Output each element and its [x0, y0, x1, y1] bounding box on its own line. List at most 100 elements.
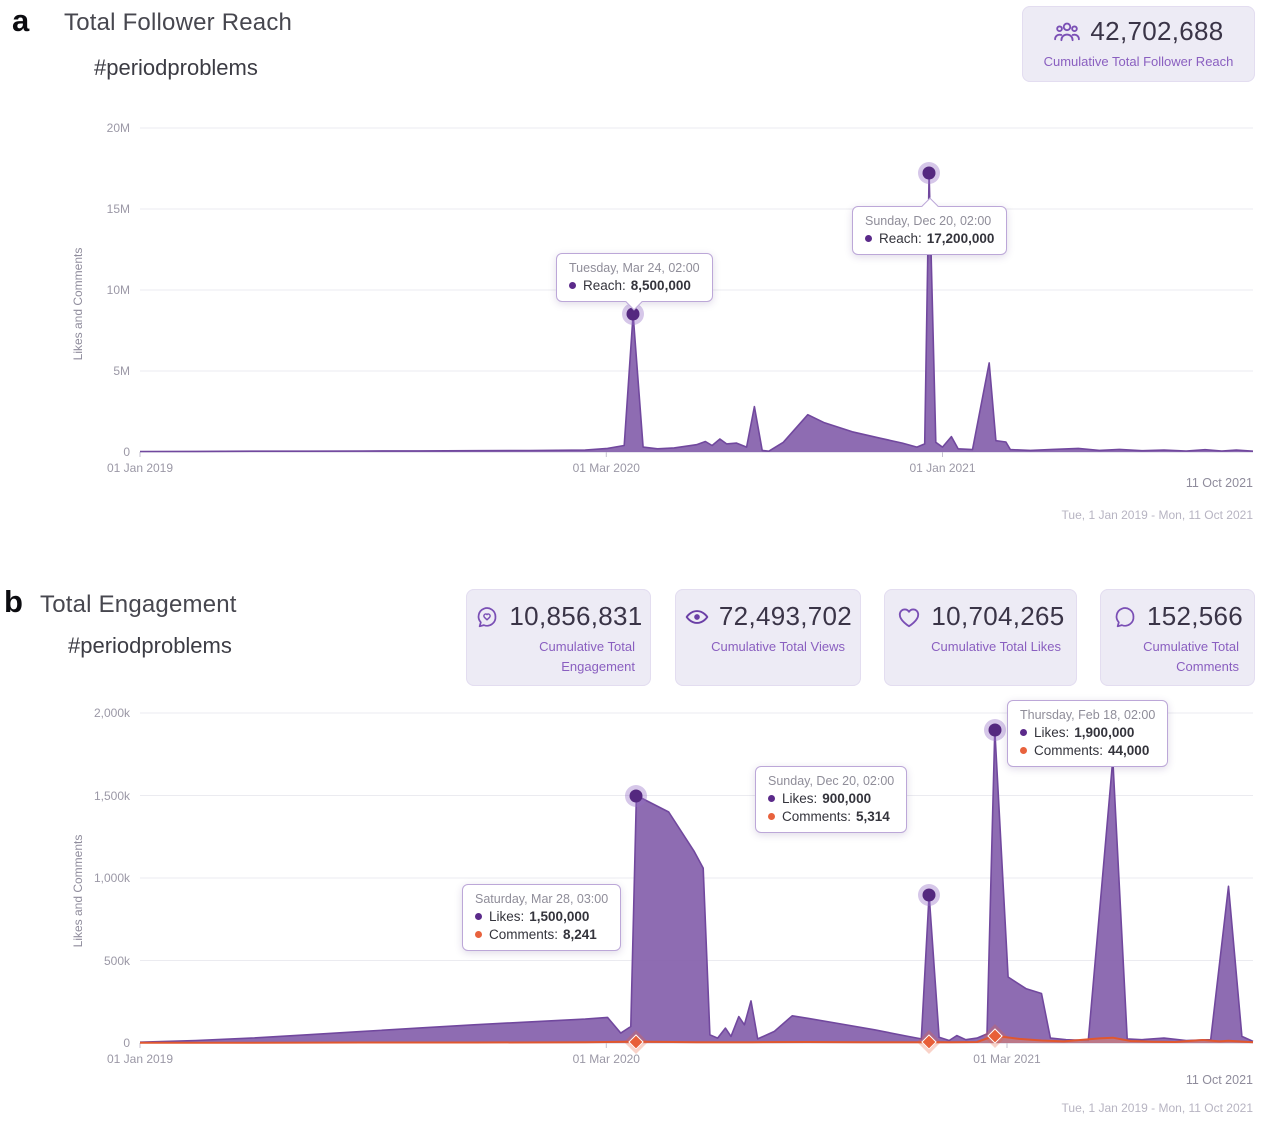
- tooltip-label: Reach:: [879, 231, 922, 246]
- stat-card-engagement: 10,856,831 Cumulative Total Engagement: [466, 589, 651, 686]
- panel-a-title: Total Follower Reach: [64, 9, 293, 36]
- chart-tooltip-dec20: Sunday, Dec 20, 02:00 Reach: 17,200,000: [852, 197, 1008, 255]
- x-axis-end-label: 11 Oct 2021: [1185, 1073, 1253, 1087]
- x-axis-tick-label: 01 Mar 2020: [572, 1052, 640, 1066]
- tooltip-row: Likes: 1,500,000: [475, 909, 608, 924]
- likes-series-dot-icon: [768, 795, 775, 802]
- chart-tooltip-dec20: Sunday, Dec 20, 02:00 Likes: 900,000 Com…: [755, 766, 908, 833]
- tooltip-label: Likes:: [489, 909, 525, 924]
- tooltip-row: Comments: 5,314: [768, 809, 894, 824]
- stat-row: 72,493,702: [675, 601, 861, 632]
- panel-b-label: b: [4, 584, 23, 619]
- tooltip-date: Tuesday, Mar 24, 02:00: [569, 261, 700, 275]
- tooltip-label: Likes:: [1034, 725, 1070, 740]
- data-point-marker[interactable]: [922, 888, 936, 901]
- chart-tooltip-mar24: Tuesday, Mar 24, 02:00 Reach: 8,500,000: [556, 253, 713, 311]
- x-axis-tick-label: 01 Jan 2019: [106, 1052, 174, 1066]
- x-axis-tick-label: 01 Mar 2021: [973, 1052, 1041, 1066]
- chart-tooltip-feb18: Thursday, Feb 18, 02:00 Likes: 1,900,000…: [1007, 700, 1169, 767]
- y-axis-tick-label: 1,000k: [93, 871, 130, 885]
- stat-value: 72,493,702: [718, 601, 853, 631]
- y-axis-tick-label: 15M: [106, 202, 130, 216]
- panel-b-title: Total Engagement: [40, 591, 237, 618]
- y-axis-tick-label: 0: [123, 445, 130, 459]
- tooltip-value: 8,241: [563, 927, 597, 942]
- stat-label: Cumulative Total Views: [711, 639, 845, 654]
- tooltip-value: 44,000: [1108, 743, 1150, 758]
- tooltip-row: Reach: 8,500,000: [569, 278, 700, 293]
- stat-label: Cumulative Total Likes: [931, 639, 1061, 654]
- tooltip-label: Comments:: [489, 927, 559, 942]
- stat-label: Cumulative Total Follower Reach: [1043, 54, 1234, 69]
- tooltip-value: 1,500,000: [529, 909, 590, 924]
- tooltip-label: Comments:: [1034, 743, 1104, 758]
- tooltip-date: Thursday, Feb 18, 02:00: [1020, 708, 1156, 722]
- panel-a-subtitle: #periodproblems: [94, 55, 258, 80]
- tooltip-date: Sunday, Dec 20, 02:00: [768, 774, 895, 788]
- y-axis-tick-label: 500k: [103, 953, 130, 968]
- tooltip-row: Reach: 17,200,000: [865, 231, 994, 246]
- tooltip-date: Sunday, Dec 20, 02:00: [865, 214, 992, 228]
- x-axis-end-label: 11 Oct 2021: [1185, 476, 1253, 490]
- panel-a-label: a: [12, 3, 30, 38]
- stat-row: 42,702,688: [1022, 16, 1255, 47]
- data-point-marker[interactable]: [629, 789, 643, 802]
- views-icon: [684, 604, 710, 630]
- tooltip-value: 5,314: [856, 809, 890, 824]
- tooltip-value: 8,500,000: [630, 278, 691, 293]
- stat-value: 10,856,831: [509, 601, 643, 631]
- stat-row: 152,566: [1100, 601, 1255, 632]
- stat-value: 10,704,265: [931, 601, 1065, 631]
- comments-series-dot-icon: [475, 931, 482, 938]
- tooltip-label: Reach:: [583, 278, 626, 293]
- data-point-marker[interactable]: [988, 723, 1002, 736]
- reach-series-dot-icon: [865, 235, 872, 242]
- y-axis-tick-label: 0: [123, 1036, 130, 1050]
- stat-card-views: 72,493,702 Cumulative Total Views: [675, 589, 861, 686]
- stat-value: 152,566: [1146, 601, 1244, 631]
- stat-label: Cumulative Total Engagement: [539, 639, 635, 674]
- comments-series-dot-icon: [768, 813, 775, 820]
- chart-tooltip-mar28: Saturday, Mar 28, 03:00 Likes: 1,500,000…: [462, 884, 622, 951]
- engagement-icon: [474, 604, 500, 630]
- date-range-footer: Tue, 1 Jan 2019 - Mon, 11 Oct 2021: [1061, 1101, 1253, 1115]
- y-axis-tick-label: 2,000k: [93, 706, 130, 720]
- y-axis-tick-label: 10M: [106, 283, 130, 297]
- comments-icon: [1112, 604, 1138, 630]
- stat-card-comments: 152,566 Cumulative Total Comments: [1100, 589, 1255, 686]
- followers-icon: [1053, 18, 1081, 46]
- tooltip-row: Likes: 900,000: [768, 791, 894, 806]
- likes-series-dot-icon: [1020, 729, 1027, 736]
- tooltip-value: 900,000: [822, 791, 872, 806]
- stat-card-likes: 10,704,265 Cumulative Total Likes: [884, 589, 1077, 686]
- panel-b-subtitle: #periodproblems: [68, 633, 232, 658]
- data-point-marker[interactable]: [922, 166, 936, 180]
- stat-row: 10,704,265: [884, 601, 1077, 632]
- tooltip-row: Comments: 8,241: [475, 927, 608, 942]
- engagement-chart[interactable]: Likes and Comments Saturday, Mar 28, 03:…: [71, 700, 1254, 1115]
- y-axis-tick-label: 5M: [113, 364, 130, 378]
- x-axis-tick-label: 01 Mar 2020: [572, 461, 640, 475]
- data-point-marker[interactable]: [626, 307, 640, 321]
- tooltip-value: 17,200,000: [926, 231, 995, 246]
- y-axis-tick-label: 1,500k: [93, 788, 130, 803]
- likes-icon: [896, 604, 922, 630]
- tooltip-label: Likes:: [782, 791, 818, 806]
- stat-card-follower-reach: 42,702,688 Cumulative Total Follower Rea…: [1022, 6, 1255, 82]
- stat-label: Cumulative Total Comments: [1143, 639, 1239, 674]
- date-range-footer: Tue, 1 Jan 2019 - Mon, 11 Oct 2021: [1061, 508, 1253, 522]
- reach-series-dot-icon: [569, 282, 576, 289]
- tooltip-label: Comments:: [782, 809, 852, 824]
- reach-chart[interactable]: Likes and Comments Tuesday, Mar 24, 02:0…: [71, 120, 1254, 522]
- tooltip-row: Comments: 44,000: [1020, 743, 1155, 758]
- stat-value: 42,702,688: [1090, 16, 1224, 46]
- comments-series-dot-icon: [1020, 747, 1027, 754]
- y-axis-title: Likes and Comments: [71, 247, 85, 361]
- x-axis-tick-label: 01 Jan 2021: [909, 461, 976, 475]
- likes-series-dot-icon: [475, 913, 482, 920]
- y-axis-tick-label: 20M: [106, 121, 130, 135]
- stat-row: 10,856,831: [466, 601, 651, 632]
- x-axis-tick-label: 01 Jan 2019: [106, 461, 174, 475]
- tooltip-date: Saturday, Mar 28, 03:00: [475, 892, 609, 906]
